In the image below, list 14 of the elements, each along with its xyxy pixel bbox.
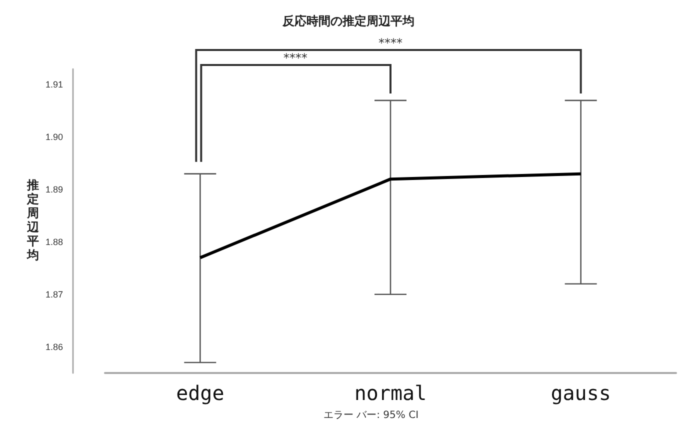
chart-title: 反応時間の推定周辺平均	[282, 14, 414, 28]
y-tick-label: 1.86	[45, 342, 63, 352]
x-tick-label: edge	[176, 381, 224, 405]
y-axis-title: 推定周辺平均	[26, 178, 40, 262]
y-tick-label: 1.90	[45, 132, 63, 142]
text: エラー バー: 95% CI	[323, 410, 419, 421]
text: ****	[283, 51, 308, 65]
y-tick-label: 1.89	[45, 184, 63, 195]
y-tick-label: 1.91	[45, 80, 63, 90]
x-tick-label: normal	[354, 381, 427, 405]
text: ****	[378, 36, 402, 50]
x-tick-label: gauss	[550, 381, 611, 405]
y-tick-label: 1.87	[45, 289, 63, 300]
y-tick-label: 1.88	[45, 236, 63, 247]
